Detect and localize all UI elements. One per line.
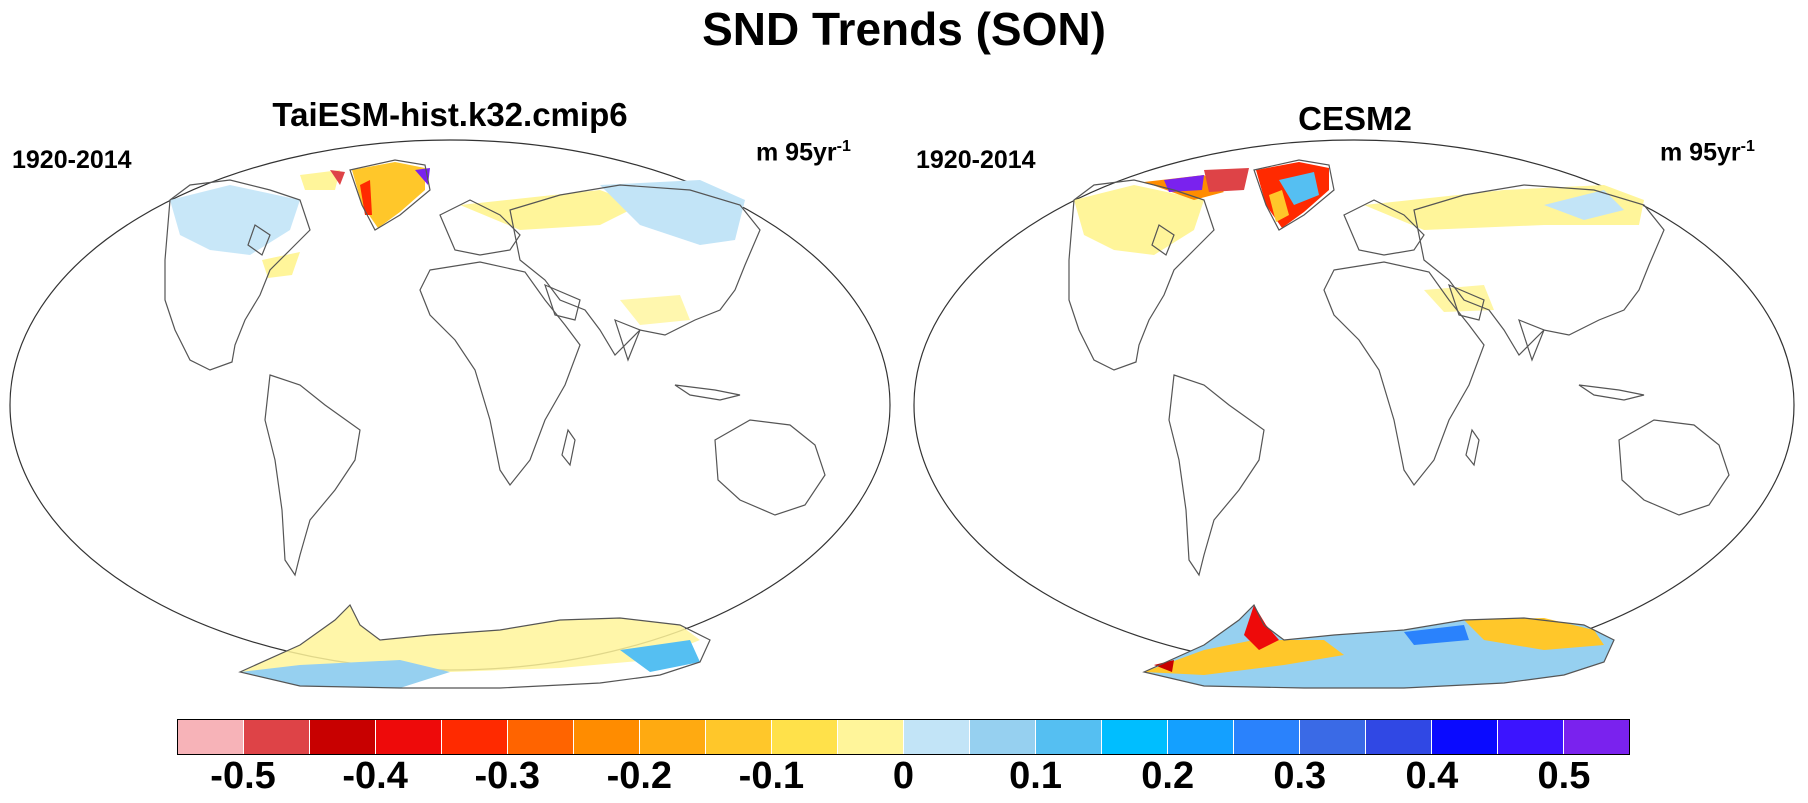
colorbar-tick-label: -0.5 (210, 755, 276, 797)
colorbar-box (441, 720, 507, 754)
colorbar-box (1299, 720, 1365, 754)
colorbar-box (1233, 720, 1299, 754)
panel-right-title: CESM2 (1298, 100, 1412, 137)
map-boundary (913, 139, 1795, 671)
colorbar-tick-label: 0.3 (1273, 755, 1327, 797)
colorbar-box (1167, 720, 1233, 754)
colorbar-box (1497, 720, 1563, 754)
colorbar-box (1035, 720, 1101, 754)
panel-left-map (9, 139, 891, 689)
units-exponent: -1 (1740, 138, 1755, 155)
panel-left-units: m 95yr-1 (756, 138, 851, 167)
panel-right-map (913, 139, 1795, 689)
colorbar-tick-label: 0.2 (1141, 755, 1195, 797)
panel-right-period: 1920-2014 (916, 146, 1036, 174)
colorbar-box (507, 720, 573, 754)
colorbar-tick-label: 0.1 (1009, 755, 1062, 797)
colorbar-tick-label: 0.5 (1537, 755, 1591, 797)
colorbar-box (573, 720, 639, 754)
colorbar-tick-label: 0.4 (1405, 755, 1459, 797)
colorbar-box (705, 720, 771, 754)
colorbar-tick-label: -0.4 (342, 755, 408, 797)
colorbar (177, 719, 1630, 755)
colorbar-box (178, 720, 243, 754)
colorbar-tick-label: -0.3 (474, 755, 540, 797)
colorbar-tick-label: -0.2 (606, 755, 673, 797)
colorbar-box (1431, 720, 1497, 754)
colorbar-box (969, 720, 1035, 754)
colorbar-box (1563, 720, 1629, 754)
panel-right-units: m 95yr-1 (1660, 138, 1755, 167)
colorbar-box (1365, 720, 1431, 754)
figure-title: SND Trends (SON) (702, 3, 1106, 55)
colorbar-box (243, 720, 309, 754)
map-boundary (9, 139, 891, 671)
snow-trend-fill (1074, 162, 1644, 688)
panel-left-title: TaiESM-hist.k32.cmip6 (272, 96, 628, 133)
units-base: m 95yr (756, 138, 837, 167)
units-exponent: -1 (836, 138, 851, 155)
units-base: m 95yr (1660, 138, 1741, 167)
colorbar-box (837, 720, 903, 754)
panel-left-period: 1920-2014 (12, 146, 132, 174)
colorbar-box (639, 720, 705, 754)
colorbar-tick-label: -0.1 (738, 755, 805, 797)
colorbar-box (1101, 720, 1167, 754)
colorbar-box (309, 720, 375, 754)
colorbar-box (771, 720, 837, 754)
colorbar-tick-label: 0 (892, 755, 915, 797)
snow-trend-fill (170, 162, 745, 688)
colorbar-box (375, 720, 441, 754)
colorbar-box (903, 720, 969, 754)
